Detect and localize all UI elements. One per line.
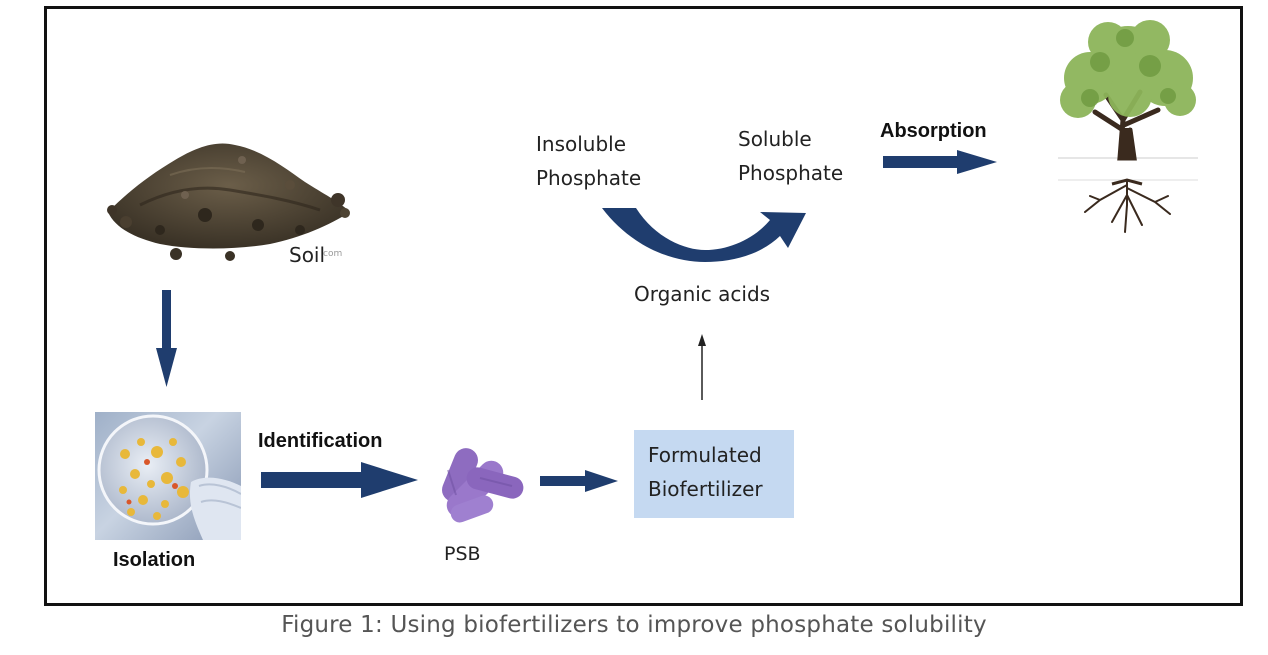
tree-image — [1058, 20, 1198, 233]
soluble-line-1: Soluble — [738, 127, 812, 151]
soil-pile-image — [107, 143, 350, 261]
soil-to-isolation-arrow — [156, 290, 177, 387]
box-line-1: Formulated — [648, 443, 762, 467]
psb-bacteria-image — [442, 448, 524, 523]
soluble-line-2: Phosphate — [738, 161, 844, 185]
soil-label: Soil — [289, 243, 326, 267]
isolation-label: Isolation — [113, 549, 196, 571]
psb-label: PSB — [444, 543, 481, 565]
insoluble-phosphate-label: Insoluble Phosphate — [536, 127, 641, 195]
figure-caption: Figure 1: Using biofertilizers to improv… — [281, 612, 987, 638]
identification-label: Identification — [258, 430, 383, 452]
formulated-biofertilizer-box: Formulated Biofertilizer — [634, 430, 794, 518]
box-to-organic-acids-arrow — [698, 334, 706, 400]
insoluble-line-2: Phosphate — [536, 166, 642, 190]
conversion-curved-arrow — [602, 208, 806, 262]
absorption-arrow — [883, 150, 997, 174]
insoluble-line-1: Insoluble — [536, 132, 627, 156]
soil-watermark-text: com — [323, 249, 343, 259]
organic-acids-label: Organic acids — [634, 282, 771, 306]
box-line-2: Biofertilizer — [648, 477, 763, 501]
isolation-petri-dish-image — [95, 412, 241, 540]
identification-arrow — [261, 462, 418, 498]
soluble-phosphate-label: Soluble Phosphate — [738, 122, 843, 190]
absorption-label: Absorption — [880, 120, 987, 142]
psb-to-box-arrow — [540, 470, 618, 492]
